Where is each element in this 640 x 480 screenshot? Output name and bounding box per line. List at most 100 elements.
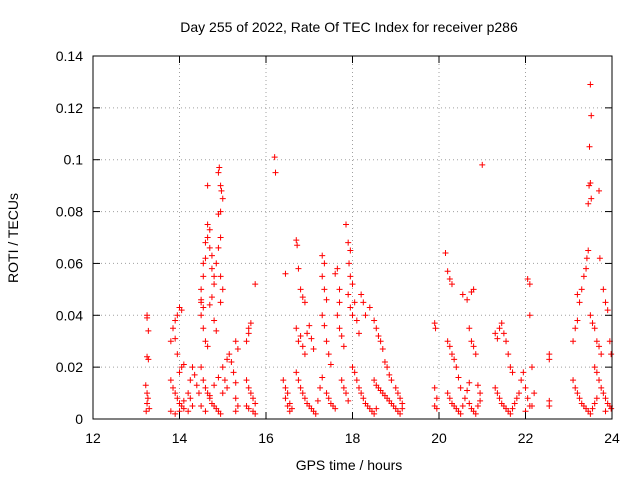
data-point — [297, 333, 304, 340]
data-point — [351, 299, 358, 306]
y-tick-label: 0.12 — [56, 100, 83, 116]
data-point — [353, 377, 360, 384]
data-point — [351, 369, 358, 376]
data-points — [142, 81, 615, 417]
data-point — [167, 377, 174, 384]
data-point — [574, 291, 581, 298]
data-point — [432, 325, 439, 332]
data-point — [332, 270, 339, 277]
data-point — [580, 273, 587, 280]
data-point — [593, 338, 600, 345]
data-point — [247, 320, 254, 327]
data-point — [574, 317, 581, 324]
data-point — [332, 405, 339, 412]
data-point — [172, 335, 179, 342]
data-point — [215, 374, 222, 381]
data-point — [602, 395, 609, 402]
data-point — [172, 390, 179, 397]
y-tick-label: 0.02 — [56, 359, 83, 375]
data-point — [308, 335, 315, 342]
data-point — [381, 358, 388, 365]
data-point — [204, 221, 211, 228]
data-point — [338, 333, 345, 340]
x-tick-label: 14 — [172, 430, 188, 446]
data-point — [355, 384, 362, 391]
data-point — [459, 291, 466, 298]
data-point — [206, 226, 213, 233]
data-point — [243, 377, 250, 384]
data-point — [608, 405, 615, 412]
data-point — [509, 369, 516, 376]
data-point — [377, 338, 384, 345]
data-point — [477, 390, 484, 397]
data-point — [226, 351, 233, 358]
data-point — [172, 317, 179, 324]
data-point — [596, 343, 603, 350]
data-point — [304, 330, 311, 337]
data-point — [596, 255, 603, 262]
data-point — [312, 410, 319, 417]
x-tick-label: 12 — [85, 430, 101, 446]
data-point — [280, 377, 287, 384]
data-point — [245, 384, 252, 391]
data-point — [295, 265, 302, 272]
data-point — [252, 410, 259, 417]
data-point — [338, 377, 345, 384]
data-point — [604, 307, 611, 314]
data-point — [583, 265, 590, 272]
data-point — [570, 377, 577, 384]
data-point — [217, 182, 224, 189]
data-point — [524, 395, 531, 402]
data-point — [524, 275, 531, 282]
data-point — [187, 377, 194, 384]
data-point — [215, 169, 222, 176]
data-point — [167, 408, 174, 415]
data-point — [301, 299, 308, 306]
data-point — [602, 408, 609, 415]
data-point — [193, 382, 200, 389]
data-point — [466, 379, 473, 386]
data-point — [200, 377, 207, 384]
data-point — [146, 405, 153, 412]
x-tick-label: 24 — [604, 430, 620, 446]
data-point — [576, 395, 583, 402]
data-point — [185, 390, 192, 397]
data-point — [470, 343, 477, 350]
data-point — [371, 410, 378, 417]
x-tick-label: 22 — [518, 430, 534, 446]
data-point — [336, 286, 343, 293]
data-point — [286, 408, 293, 415]
data-point — [347, 273, 354, 280]
grid-lines — [93, 56, 612, 419]
data-point — [221, 377, 228, 384]
data-point — [299, 390, 306, 397]
x-tick-labels: 12 14 16 18 20 22 24 — [85, 430, 620, 446]
data-point — [144, 353, 151, 360]
data-point — [591, 325, 598, 332]
data-point — [472, 351, 479, 358]
data-point — [219, 364, 226, 371]
data-point — [343, 390, 350, 397]
data-point — [310, 345, 317, 352]
data-point — [176, 369, 183, 376]
data-point — [446, 395, 453, 402]
data-point — [143, 408, 150, 415]
data-point — [461, 395, 468, 402]
data-point — [282, 270, 289, 277]
data-point — [232, 408, 239, 415]
data-point — [211, 317, 218, 324]
data-point — [174, 312, 181, 319]
x-axis-label: GPS time / hours — [296, 457, 403, 473]
data-point — [321, 286, 328, 293]
data-point — [319, 252, 326, 259]
data-point — [340, 343, 347, 350]
data-point — [399, 400, 406, 407]
data-point — [474, 403, 481, 410]
data-point — [526, 312, 533, 319]
data-point — [195, 390, 202, 397]
data-point — [198, 403, 205, 410]
data-point — [371, 377, 378, 384]
data-point — [144, 400, 151, 407]
data-point — [433, 405, 440, 412]
